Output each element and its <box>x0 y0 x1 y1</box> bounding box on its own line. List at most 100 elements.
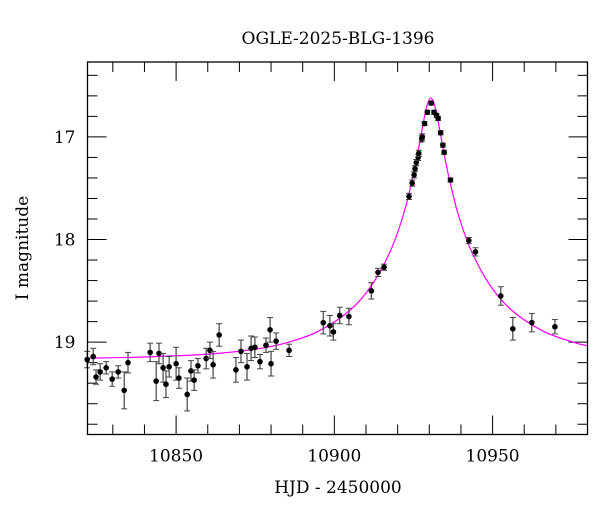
data-marker <box>440 142 446 148</box>
data-point <box>162 370 169 399</box>
data-point <box>465 236 472 245</box>
data-marker <box>336 312 343 319</box>
data-point <box>206 341 213 360</box>
data-point <box>210 350 217 379</box>
data-point <box>147 342 154 363</box>
data-point <box>97 363 104 381</box>
model-curve-group <box>87 97 588 359</box>
data-point <box>166 356 173 378</box>
data-point <box>184 377 191 412</box>
data-marker <box>411 172 417 178</box>
data-point <box>191 369 198 391</box>
data-marker <box>97 369 103 375</box>
data-marker <box>191 377 197 383</box>
data-marker <box>121 387 128 394</box>
y-tick-label: 17 <box>54 128 76 148</box>
data-marker <box>90 353 96 360</box>
data-marker <box>125 359 131 366</box>
data-marker <box>327 322 333 329</box>
data-marker <box>497 293 504 299</box>
data-point <box>345 307 352 326</box>
data-point <box>286 343 293 358</box>
data-marker <box>195 362 201 369</box>
data-point <box>472 247 479 257</box>
data-marker <box>188 368 194 374</box>
data-point <box>336 306 343 325</box>
data-marker <box>103 364 109 371</box>
data-point <box>421 120 428 127</box>
data-point <box>411 171 418 179</box>
data-marker <box>437 130 444 136</box>
data-marker <box>466 237 472 244</box>
data-marker <box>421 120 428 127</box>
data-marker <box>406 193 412 200</box>
data-marker <box>176 375 182 381</box>
data-marker <box>368 288 375 294</box>
data-point <box>551 319 558 335</box>
data-marker <box>153 378 159 384</box>
plot-frame <box>86 61 589 436</box>
data-point <box>121 371 128 410</box>
data-point <box>153 361 160 402</box>
data-marker <box>441 149 447 156</box>
data-point <box>216 323 223 347</box>
data-point <box>509 317 516 341</box>
data-point <box>528 312 535 333</box>
data-point <box>447 177 454 183</box>
data-marker <box>147 349 153 356</box>
data-marker <box>552 323 558 330</box>
data-marker <box>93 374 99 380</box>
data-marker <box>409 180 415 186</box>
data-point <box>381 263 388 271</box>
data-marker <box>109 376 115 382</box>
data-marker <box>163 381 169 388</box>
data-marker <box>529 319 535 326</box>
data-point <box>437 130 444 136</box>
data-point <box>412 165 419 173</box>
data-point <box>93 369 100 385</box>
data-marker <box>257 358 263 365</box>
data-points-group <box>84 100 558 412</box>
data-marker <box>244 363 250 370</box>
x-tick-label: 10900 <box>307 447 361 467</box>
data-point <box>267 317 274 343</box>
data-marker <box>273 338 279 344</box>
data-point <box>368 282 375 300</box>
data-point <box>115 365 122 379</box>
data-marker <box>207 347 213 354</box>
data-point <box>406 192 413 201</box>
data-point <box>232 357 239 383</box>
data-marker <box>330 329 337 335</box>
data-point <box>419 133 426 141</box>
data-point <box>435 115 442 122</box>
axis-ticks: 10850 10900 10950 17 18 19 <box>54 62 588 467</box>
y-axis-label: I magnitude <box>13 196 33 300</box>
data-point <box>268 350 275 377</box>
model-curve <box>87 97 588 359</box>
data-point <box>439 142 446 148</box>
data-marker <box>510 326 516 332</box>
data-marker <box>160 364 166 371</box>
x-axis-label: HJD - 2450000 <box>274 478 402 498</box>
data-marker <box>412 165 418 172</box>
data-marker <box>238 348 244 355</box>
data-point <box>273 332 280 350</box>
data-marker <box>419 134 426 140</box>
data-marker <box>267 327 273 333</box>
data-point <box>424 109 431 116</box>
data-point <box>90 347 97 366</box>
data-point <box>320 310 327 335</box>
data-point <box>409 179 416 187</box>
data-marker <box>320 319 327 326</box>
data-marker <box>381 264 387 271</box>
data-point <box>160 352 167 383</box>
data-point <box>441 149 448 156</box>
data-point <box>125 351 132 374</box>
data-point <box>237 339 244 364</box>
data-point <box>415 149 422 157</box>
data-marker <box>173 360 179 367</box>
data-marker <box>156 350 162 357</box>
x-tick-label: 10950 <box>466 447 520 467</box>
data-marker <box>286 347 292 354</box>
data-marker <box>375 269 381 276</box>
